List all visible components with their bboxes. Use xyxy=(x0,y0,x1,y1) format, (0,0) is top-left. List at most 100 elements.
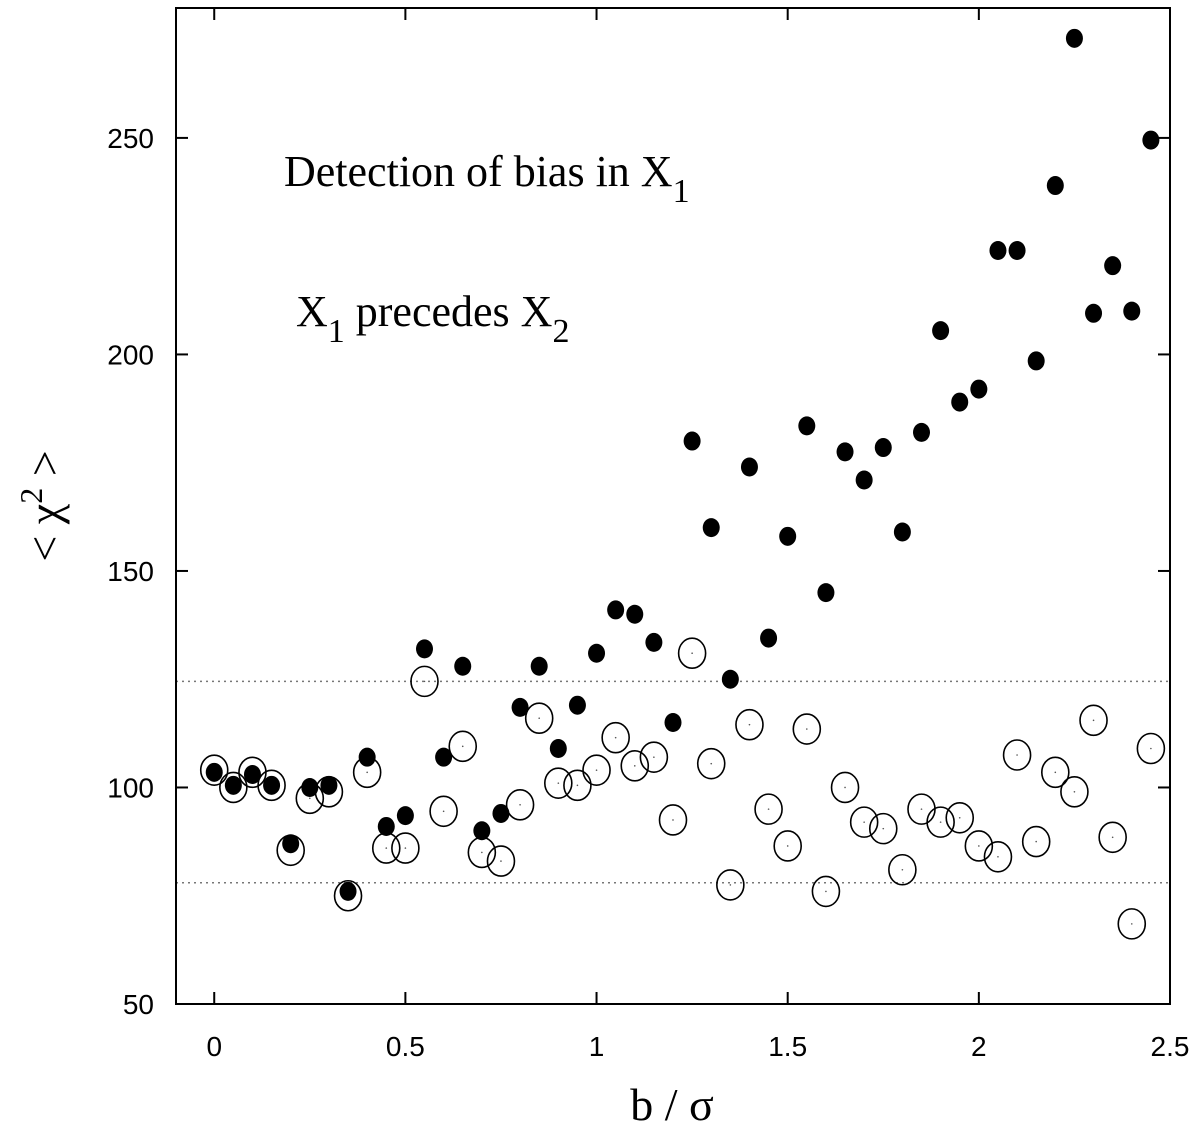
open-point-ring xyxy=(830,771,860,804)
filled-point xyxy=(779,526,797,546)
y-tick-label: 200 xyxy=(107,339,154,370)
filled-point xyxy=(1123,301,1141,321)
open-point-center xyxy=(939,821,942,823)
open-point-center xyxy=(614,736,617,739)
open-point xyxy=(658,804,688,836)
open-point xyxy=(620,750,650,782)
open-point-center xyxy=(1092,719,1095,722)
filled-point xyxy=(1085,303,1103,323)
filled-point xyxy=(339,881,357,901)
filled-point xyxy=(951,392,969,412)
open-point-ring xyxy=(773,830,802,862)
open-point-center xyxy=(404,847,407,849)
open-point-center xyxy=(1016,754,1018,756)
open-point-ring xyxy=(926,806,955,838)
filled-point xyxy=(588,643,606,663)
open-point xyxy=(582,754,611,786)
open-point xyxy=(888,853,917,886)
open-point-center xyxy=(863,821,865,823)
open-point xyxy=(1098,821,1127,854)
open-point-ring xyxy=(219,771,248,804)
open-point-center xyxy=(633,765,636,767)
open-point xyxy=(983,840,1013,873)
open-point-center xyxy=(442,810,445,813)
open-point-center xyxy=(461,745,464,748)
filled-point xyxy=(473,821,491,841)
filled-point xyxy=(263,775,281,795)
filled-point xyxy=(1027,351,1045,371)
open-point-center xyxy=(978,845,980,847)
open-point-ring xyxy=(199,754,229,786)
filled-point xyxy=(970,379,988,399)
y-axis-label: < χ2 > xyxy=(13,450,70,561)
open-point-ring xyxy=(1060,776,1089,808)
open-point xyxy=(505,788,535,821)
open-point-ring xyxy=(391,832,420,864)
filled-point xyxy=(282,834,300,854)
filled-point xyxy=(549,739,567,759)
filled-point xyxy=(454,656,472,676)
filled-point xyxy=(396,806,414,826)
open-point-center xyxy=(500,860,502,862)
open-point-center xyxy=(997,855,999,858)
open-point-ring xyxy=(257,769,286,802)
filled-point xyxy=(817,583,835,603)
open-point-center xyxy=(1150,747,1152,750)
series-open-circles xyxy=(199,637,1166,940)
open-point xyxy=(926,806,955,838)
open-point-center xyxy=(958,816,961,819)
filled-point xyxy=(932,321,950,341)
y-tick-label: 100 xyxy=(107,772,154,803)
open-point-ring xyxy=(754,793,783,825)
open-point-ring xyxy=(849,806,879,838)
open-point-ring xyxy=(735,708,764,741)
open-point-center xyxy=(423,680,426,683)
x-axis-label: b / σ xyxy=(630,1079,714,1128)
open-point xyxy=(563,769,592,802)
open-point-center xyxy=(366,771,368,774)
plot-frame xyxy=(175,7,1171,1005)
reference-lines xyxy=(176,680,1170,884)
open-point xyxy=(448,730,478,763)
open-point xyxy=(677,637,707,670)
open-point-ring xyxy=(333,879,363,912)
filled-point xyxy=(1104,256,1122,276)
open-point xyxy=(544,767,573,799)
open-point-ring xyxy=(1098,821,1127,854)
open-point xyxy=(945,801,975,834)
open-point-ring xyxy=(639,741,669,773)
open-point xyxy=(1021,825,1051,858)
open-point xyxy=(467,836,497,869)
filled-point xyxy=(1046,176,1064,196)
filled-point xyxy=(645,632,663,652)
open-point xyxy=(792,713,822,745)
open-point-center xyxy=(920,808,923,810)
open-point-ring xyxy=(429,795,458,828)
series-filled-circles xyxy=(205,28,1160,901)
open-point-center xyxy=(653,756,655,758)
y-tick-label: 250 xyxy=(107,123,154,154)
open-point-center xyxy=(825,890,827,893)
open-point-ring xyxy=(505,788,535,821)
open-point-center xyxy=(1130,923,1133,925)
open-point-ring xyxy=(888,853,917,886)
open-point-center xyxy=(882,827,885,830)
open-point xyxy=(639,741,669,773)
filled-point xyxy=(740,457,758,477)
open-point-ring xyxy=(1002,739,1032,771)
open-point-center xyxy=(748,723,751,726)
x-tick-labels: 0 0.5 1 1.5 2 2.5 xyxy=(206,1031,1189,1062)
annotation-detection: Detection of bias in X1 xyxy=(284,147,690,210)
open-point-ring xyxy=(486,845,516,877)
open-point-center xyxy=(672,819,674,821)
open-point-center xyxy=(385,847,388,849)
open-point-ring xyxy=(945,801,975,834)
filled-point xyxy=(664,713,682,733)
open-point-center xyxy=(519,804,521,806)
open-point-center xyxy=(309,797,311,800)
open-point xyxy=(907,793,936,825)
open-point-ring xyxy=(620,750,650,782)
filled-point xyxy=(416,639,433,659)
open-point-center xyxy=(557,782,560,784)
open-point xyxy=(696,747,726,780)
